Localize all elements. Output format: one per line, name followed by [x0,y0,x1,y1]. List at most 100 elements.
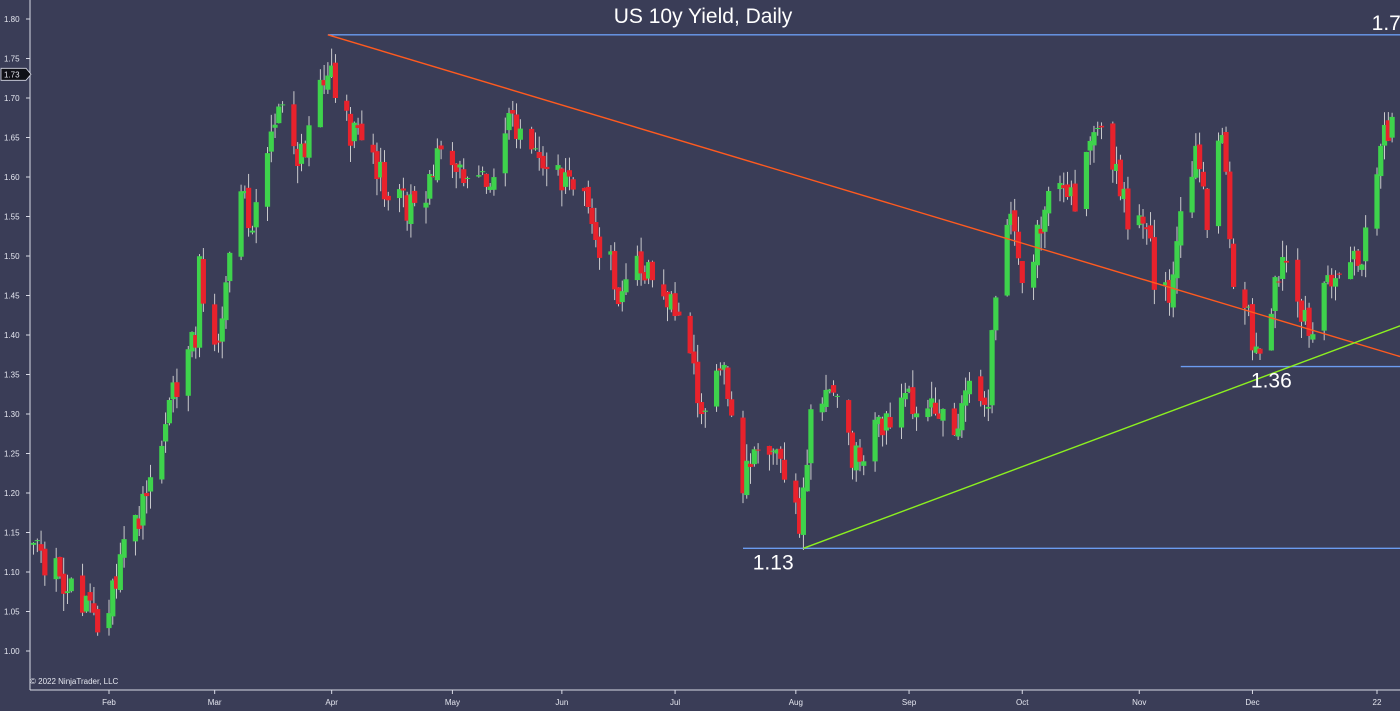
candle-body [766,445,773,455]
candle-body [544,166,550,170]
candle [1170,261,1176,318]
candle [374,142,380,196]
candle-body [430,176,437,178]
candle-body [79,575,86,613]
candle-body [64,591,71,594]
candle [64,574,71,605]
candle-body [1227,171,1233,240]
candle [170,375,176,413]
candle [132,514,139,556]
candle [978,369,984,407]
candle-body [1257,348,1263,354]
candle-body [110,580,116,617]
candle-body [253,202,259,228]
candle [427,170,433,205]
candle [1034,219,1040,279]
candle-body [1012,210,1018,232]
candle-body [1193,145,1199,178]
candle-body [1363,227,1369,262]
candle-body [770,450,776,452]
candle-body [1200,171,1207,187]
candle-body [291,104,297,147]
candle [1302,295,1308,325]
candle-body [913,413,920,418]
candle [1189,161,1195,219]
candle [1098,122,1105,140]
candle [34,538,40,553]
candle [91,586,97,616]
candle [61,557,67,611]
candle [691,334,697,375]
candle-body [106,613,112,629]
candle-body [196,256,203,348]
candle [1332,270,1339,301]
candle-body [95,609,101,633]
candle [1038,216,1044,251]
candle-body [1057,183,1063,190]
candle [1204,187,1210,239]
candle-body [355,125,361,128]
candle-body [166,400,172,424]
x-axis: Feb Mar Apr May Jun Jul Aug Sep Oct Nov Dec 22 [30,689,1400,707]
candle [593,207,599,248]
candle [30,542,37,555]
candle [687,312,693,354]
candle [846,399,852,446]
candle-body [140,493,146,526]
candle-body [1174,241,1180,279]
candle-body [1204,188,1210,231]
candle-body [193,335,199,348]
candle-body [374,151,380,180]
candle [227,251,233,293]
candle [87,583,93,613]
candle [619,280,625,312]
candle [774,448,780,465]
candle-body [113,576,120,589]
candle-body [898,397,905,428]
candle-body [887,416,893,428]
candle-body [1321,282,1327,331]
candle-body [1280,257,1286,279]
candle [95,605,101,636]
candle-body [1302,309,1308,322]
candle-body [325,75,331,90]
candle-body [529,128,535,150]
candle-body [57,556,63,577]
candle-body [1385,120,1391,141]
candle [396,184,403,213]
candle [193,326,199,359]
candle [464,176,471,189]
candle [797,487,803,538]
candle [57,556,63,579]
uptrend-line [803,325,1400,549]
candle [1200,161,1207,190]
candle-body [200,259,206,304]
y-tick-label: 1.05 [4,608,20,617]
candle [1215,132,1222,234]
candle [1321,281,1327,341]
candle-body [1253,346,1259,353]
candle-body [676,311,682,316]
y-tick-label: 1.25 [4,450,20,459]
candle [744,444,750,499]
x-tick-label: Mar [208,698,222,707]
candle-body [1389,116,1395,138]
candle [147,464,154,509]
candle [385,191,391,211]
candle-body [1381,124,1388,146]
candle [581,187,588,206]
candle-body [42,548,48,576]
candle-body [951,408,957,436]
candle [612,242,618,301]
candle [559,167,565,207]
candle-body [593,222,599,241]
candle [819,397,825,421]
candle [940,408,946,437]
candle [747,453,754,484]
candle [1230,238,1237,290]
candle [929,381,935,417]
candle-body [834,395,840,397]
candle [751,446,757,467]
